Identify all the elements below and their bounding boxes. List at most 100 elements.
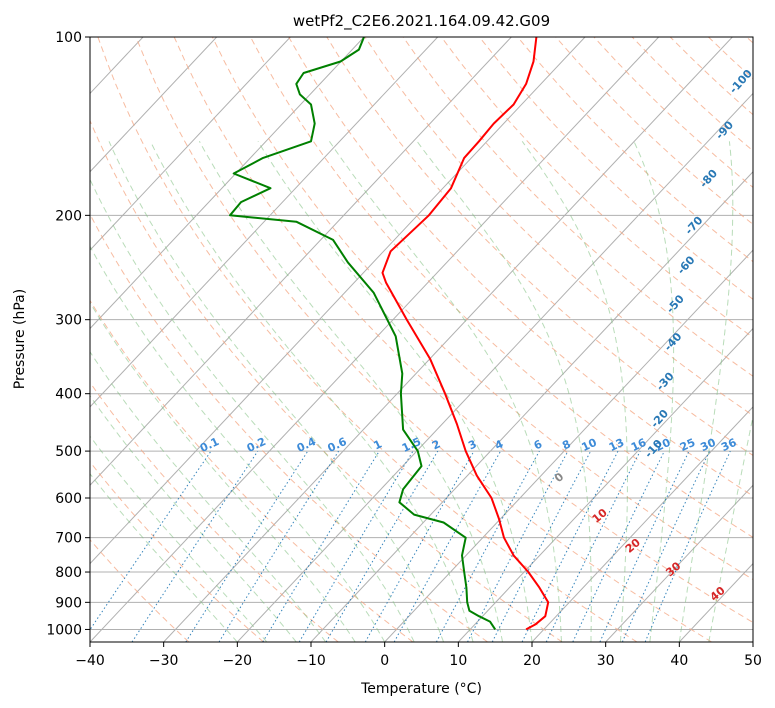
moist-adiabat-layer [90, 141, 753, 642]
mixing-ratio-line [325, 450, 439, 642]
y-tick-label: 500 [55, 444, 82, 460]
dry-adiabat-line [90, 299, 414, 642]
dry-adiabat-line [746, 37, 753, 44]
series-layer [229, 37, 550, 631]
mixing-ratio-line [572, 450, 665, 642]
x-tick-label: −30 [149, 653, 179, 669]
moist-adiabat-label: 10 [590, 506, 610, 526]
mixing-ratio-line [262, 450, 380, 642]
moist-adiabat-line [90, 178, 415, 642]
moist-adiabat-line [90, 394, 297, 642]
dry-adiabat-line [593, 37, 753, 189]
moist-adiabat-line [198, 141, 503, 642]
moist-adiabat-line [90, 350, 327, 642]
moist-adiabat-line [521, 141, 628, 642]
isotherm-line [90, 37, 660, 642]
mixing-ratio-label: 0.6 [326, 435, 349, 455]
x-tick-label: 30 [597, 653, 615, 669]
mixing-ratio-line [131, 450, 259, 642]
mixing-ratio-line [185, 450, 309, 642]
mixing-ratio-line [621, 450, 711, 642]
series-line-1 [381, 37, 550, 631]
x-tick-label: 40 [670, 653, 688, 669]
isotherm-line [605, 484, 753, 642]
mixing-ratio-line [435, 450, 540, 642]
label-layer: 0.1 0.2 0.4 0.6 1 1.5 2 3 4 6 8 10 13 16 20 25 30 36-100-… [198, 67, 755, 604]
x-axis: −40 −30 −20 −10 0 10 20 30 40 50 [75, 642, 762, 669]
y-tick-label: 900 [55, 595, 82, 611]
dry-adiabat-line [211, 37, 753, 581]
mixing-ratio-label: 6 [532, 437, 545, 452]
y-tick-label: 700 [55, 531, 82, 547]
isotherm-line [531, 406, 753, 642]
isotherm-line [163, 37, 733, 642]
isotherm-line [236, 92, 753, 642]
mixing-ratio-label: 13 [607, 436, 626, 454]
dry-adiabat-label: -100 [727, 67, 755, 96]
moist-adiabat-line [90, 245, 386, 642]
mixing-ratio-label: 2 [430, 437, 442, 452]
plot-frame [89, 36, 754, 643]
mixing-ratio-label: 1.5 [400, 435, 423, 455]
isotherm-line [90, 37, 512, 486]
moist-adiabat-line [633, 141, 675, 642]
y-axis: 1000 900 800 700 600 500 400 300 200 100 [46, 30, 90, 638]
dry-adiabat-line [326, 37, 753, 457]
dry-adiabat-line [173, 37, 753, 624]
y-tick-label: 800 [55, 565, 82, 581]
dry-adiabat-line [90, 119, 563, 642]
isotherm-line [457, 327, 753, 642]
isotherm-line [0, 37, 69, 642]
moist-adiabat-label: 0 [552, 470, 566, 485]
x-tick-label: 10 [449, 653, 467, 669]
mixing-ratio-line [90, 450, 212, 631]
y-tick-label: 600 [55, 491, 82, 507]
dry-adiabat-line [135, 37, 712, 642]
dry-adiabat-layer [90, 37, 753, 642]
mixing-ratio-line [393, 450, 502, 642]
mixing-ratio-layer [90, 450, 731, 642]
moist-adiabat-line [90, 435, 268, 642]
plot-area: 0.1 0.2 0.4 0.6 1 1.5 2 3 4 6 8 10 13 16 20 25 30 36-100-… [0, 37, 755, 642]
moist-adiabat-line [108, 141, 445, 642]
moist-adiabat-line [90, 473, 238, 642]
x-tick-label: −20 [223, 653, 253, 669]
x-axis-label: Temperature (°C) [360, 681, 482, 697]
y-axis-label: Pressure (hPa) [12, 289, 28, 389]
isotherm-line [752, 641, 753, 642]
dry-adiabat-label: -40 [662, 330, 685, 354]
mixing-ratio-line [545, 450, 641, 642]
mixing-ratio-label: 10 [580, 436, 600, 454]
moist-adiabat-line [90, 301, 356, 642]
moist-adiabat-line [678, 141, 734, 642]
isotherm-line [310, 171, 753, 642]
dry-adiabat-label: -70 [682, 214, 705, 238]
mixing-ratio-label: 16 [629, 436, 649, 454]
y-tick-label: 100 [55, 30, 82, 46]
isotherm-line [384, 249, 753, 642]
mixing-ratio-line [599, 450, 690, 642]
x-tick-label: 50 [744, 653, 762, 669]
dry-adiabat-line [517, 37, 753, 263]
chart-title: wetPf2_C2E6.2021.164.09.42.G09 [293, 12, 550, 31]
mixing-ratio-line [218, 450, 340, 642]
dry-adiabat-line [90, 539, 190, 642]
dry-adiabat-line [97, 37, 638, 642]
dry-adiabat-label: -20 [648, 407, 671, 431]
dry-adiabat-line [288, 37, 753, 497]
grid-layer [90, 37, 753, 630]
mixing-ratio-line [521, 450, 619, 642]
moist-adiabat-line [257, 141, 533, 642]
x-tick-label: −10 [296, 653, 326, 669]
moist-adiabat-line [149, 141, 474, 642]
mixing-ratio-label: 25 [678, 436, 697, 454]
mixing-ratio-label: 30 [698, 436, 718, 454]
y-tick-label: 200 [55, 208, 82, 224]
moist-adiabat-line [328, 141, 562, 642]
mixing-ratio-line [364, 450, 475, 642]
mixing-ratio-label: 8 [560, 437, 572, 452]
mixing-ratio-label: 0.1 [198, 435, 221, 455]
x-tick-label: 20 [523, 653, 541, 669]
series-line-2 [229, 37, 497, 630]
